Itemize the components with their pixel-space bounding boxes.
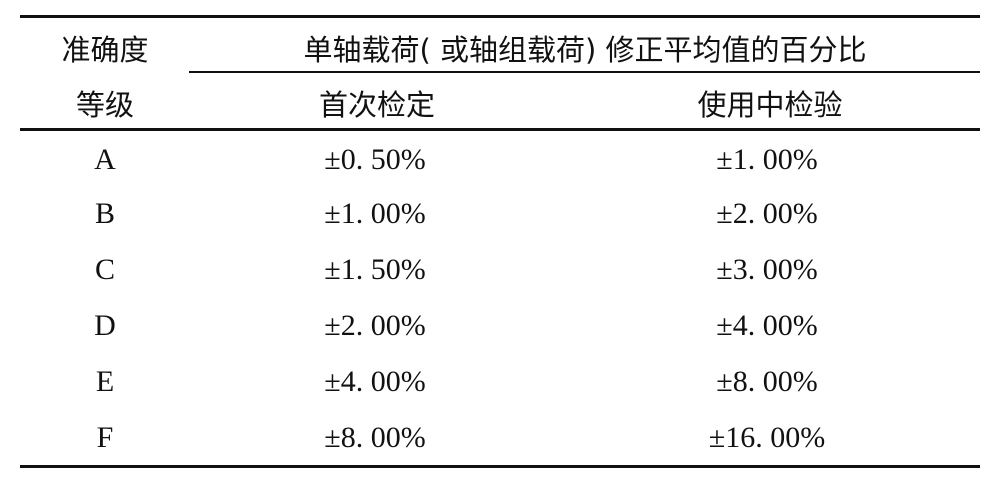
cell-grade: E bbox=[95, 365, 115, 398]
cell-grade: B bbox=[94, 197, 116, 230]
cell-initial: ±1. 50% bbox=[324, 253, 426, 286]
header-initial: 首次检定 bbox=[318, 88, 436, 122]
header-grade-line2: 等级 bbox=[75, 88, 135, 122]
cell-grade: A bbox=[94, 143, 116, 176]
header-group: 单轴载荷( 或轴组载荷) 修正平均值的百分比 bbox=[303, 33, 867, 67]
cell-in-use: ±8. 00% bbox=[716, 365, 818, 398]
header-grade-line1: 准确度 bbox=[61, 33, 149, 67]
cell-initial: ±0. 50% bbox=[324, 143, 426, 176]
bottom-rule bbox=[20, 465, 980, 468]
cell-in-use: ±3. 00% bbox=[716, 253, 818, 286]
header-in-use: 使用中检验 bbox=[697, 88, 843, 122]
cell-initial: ±4. 00% bbox=[324, 365, 426, 398]
cell-in-use: ±1. 00% bbox=[716, 143, 818, 176]
header-rule bbox=[20, 128, 980, 131]
cell-initial: ±1. 00% bbox=[324, 197, 426, 230]
cell-initial: ±2. 00% bbox=[324, 309, 426, 342]
cell-grade: F bbox=[96, 421, 114, 454]
cell-in-use: ±4. 00% bbox=[716, 309, 818, 342]
group-rule bbox=[189, 71, 980, 73]
cell-grade: D bbox=[94, 309, 116, 342]
cell-in-use: ±2. 00% bbox=[716, 197, 818, 230]
cell-initial: ±8. 00% bbox=[324, 421, 426, 454]
cell-in-use: ±16. 00% bbox=[708, 421, 826, 454]
top-rule bbox=[20, 15, 980, 18]
cell-grade: C bbox=[94, 253, 116, 286]
